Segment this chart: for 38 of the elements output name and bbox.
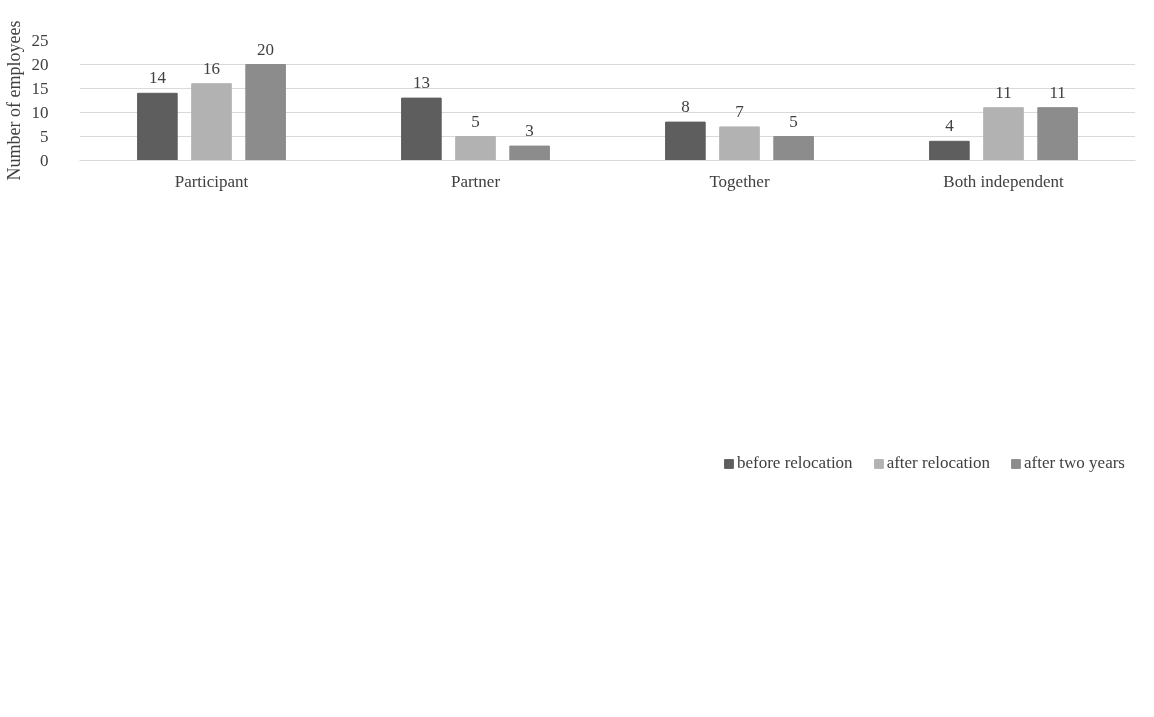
bar bbox=[455, 136, 496, 161]
bar bbox=[719, 126, 760, 161]
data-label: 7 bbox=[735, 101, 745, 121]
data-label: 14 bbox=[148, 68, 167, 88]
legend-label: after relocation bbox=[886, 453, 990, 473]
bar bbox=[245, 64, 286, 161]
data-label: 4 bbox=[945, 116, 955, 136]
data-label: 5 bbox=[471, 111, 480, 131]
data-label: 16 bbox=[203, 58, 220, 78]
data-label: 13 bbox=[412, 73, 430, 93]
bar bbox=[665, 121, 706, 161]
bar bbox=[191, 83, 232, 161]
y-axis-title: Number of employees bbox=[3, 20, 24, 181]
bar bbox=[1037, 107, 1078, 161]
data-label: 3 bbox=[525, 121, 534, 141]
legend-label: before relocation bbox=[736, 453, 853, 473]
bar bbox=[773, 136, 814, 161]
y-tick-label: 25 bbox=[31, 31, 49, 50]
y-tick-label: 0 bbox=[40, 151, 49, 170]
x-tick-label: Partner bbox=[450, 171, 501, 191]
bar bbox=[401, 97, 442, 161]
legend-label: after two years bbox=[1023, 453, 1125, 473]
bar bbox=[929, 140, 970, 161]
data-label: 5 bbox=[789, 111, 798, 131]
data-label: 11 bbox=[995, 82, 1012, 102]
y-tick-label: 5 bbox=[40, 127, 49, 146]
bar bbox=[983, 107, 1024, 161]
data-label: 11 bbox=[1049, 82, 1066, 102]
bar bbox=[137, 92, 178, 161]
x-tick-label: Both independent bbox=[943, 171, 1064, 191]
y-tick-label: 10 bbox=[31, 103, 49, 122]
data-label: 8 bbox=[681, 97, 690, 117]
y-tick-label: 15 bbox=[31, 79, 49, 98]
x-tick-label: Participant bbox=[174, 171, 249, 191]
bar bbox=[509, 145, 550, 161]
data-label: 20 bbox=[257, 39, 275, 59]
x-tick-label: Together bbox=[709, 171, 770, 191]
y-tick-label: 20 bbox=[31, 55, 49, 74]
